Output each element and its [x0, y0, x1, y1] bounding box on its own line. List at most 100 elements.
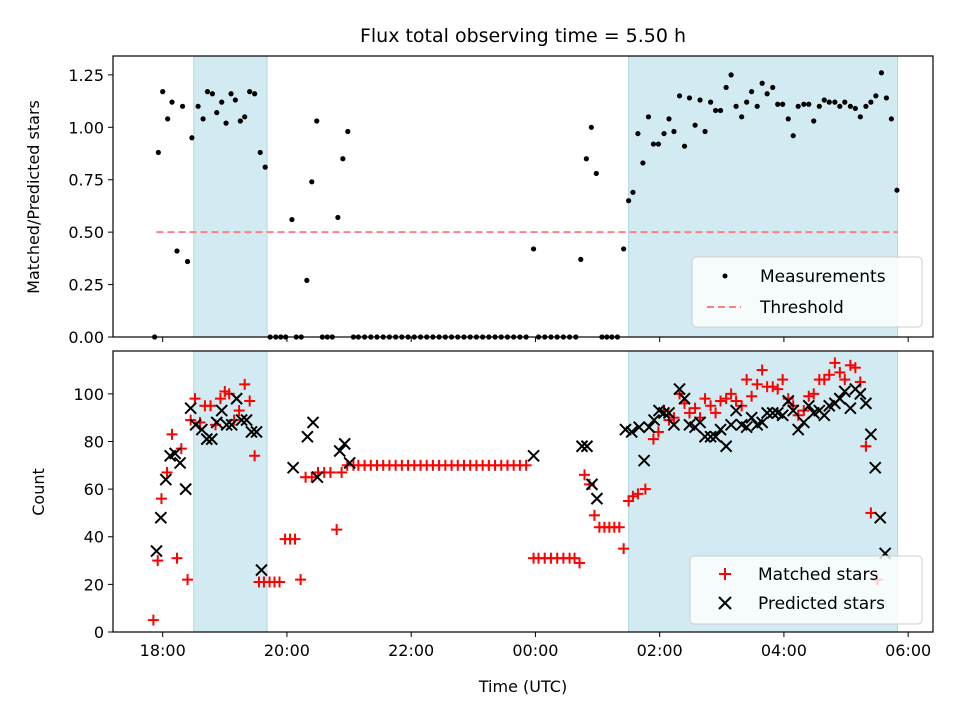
predicted-star-point	[642, 420, 656, 434]
matched-star-point	[273, 576, 285, 588]
predicted-star-point	[225, 418, 238, 432]
measurement-point	[252, 91, 258, 97]
bot-shaded-region-0	[193, 350, 268, 633]
measurement-point	[894, 187, 900, 193]
measurement-point	[655, 141, 662, 147]
measurement-point	[635, 130, 641, 137]
predicted-star-point	[745, 411, 758, 424]
x-tick-label: 22:00	[388, 641, 434, 660]
measurement-point	[204, 89, 211, 95]
top-y-tick-label: 0.25	[68, 276, 104, 295]
measurement-point	[645, 114, 652, 120]
measurement-point	[242, 114, 248, 120]
matched-star-point	[324, 466, 336, 478]
matched-star-point	[239, 378, 251, 390]
measurement-point	[806, 101, 812, 107]
matched-star-point	[336, 466, 348, 478]
matched-star-point	[860, 440, 872, 452]
predicted-star-point	[693, 416, 707, 429]
measurement-point	[795, 103, 801, 109]
predicted-star-point	[173, 456, 187, 470]
measurement-point	[832, 99, 838, 105]
measurement-point	[583, 156, 589, 162]
measurement-point	[184, 258, 191, 265]
measurement-point	[621, 246, 627, 252]
measurement-point	[195, 103, 201, 109]
measurement-point	[257, 149, 263, 156]
measurement-point	[878, 70, 885, 76]
matched-star-point	[155, 493, 167, 505]
matched-star-point	[767, 381, 779, 393]
top-shaded-region-0	[193, 55, 268, 338]
predicted-star-point	[575, 440, 589, 453]
measurement-point	[857, 114, 863, 120]
matched-star-point	[520, 459, 532, 471]
matched-star-point	[772, 383, 784, 395]
matched-star-point	[152, 555, 164, 567]
measurement-point	[744, 99, 750, 105]
measurement-point	[200, 116, 206, 122]
predicted-star-point	[220, 418, 233, 432]
measurement-point	[661, 130, 667, 137]
matched-star-point	[746, 390, 758, 402]
predicted-star-point	[724, 418, 738, 432]
matched-star-point	[715, 395, 727, 407]
predicted-star-point	[184, 401, 197, 415]
x-tick-label: 02:00	[637, 641, 683, 660]
measurement-point	[702, 128, 708, 135]
measurement-point	[155, 149, 161, 156]
measurement-point	[309, 179, 315, 185]
measurement-point	[289, 216, 295, 223]
matched-star-point	[194, 416, 206, 428]
predicted-star-point	[698, 430, 712, 443]
measurement-point	[676, 93, 683, 99]
predicted-star-point	[844, 401, 857, 415]
predicted-star-point	[195, 423, 209, 436]
measurement-point	[790, 133, 796, 139]
predicted-star-point	[714, 423, 727, 436]
measurement-point	[708, 99, 714, 105]
matched-star-point	[710, 407, 722, 419]
matched-star-point	[803, 390, 815, 402]
predicted-star-point	[338, 437, 351, 451]
measurement-point	[816, 103, 822, 109]
measurement-point	[801, 101, 807, 107]
matched-star-point	[741, 374, 753, 386]
matched-star-point	[823, 369, 835, 381]
predicted-star-point	[859, 397, 873, 410]
matched-star-point	[147, 614, 159, 626]
predicted-star-point	[301, 430, 314, 443]
matched-star-point	[289, 533, 301, 545]
measurement-point	[873, 93, 879, 99]
matched-star-point	[205, 400, 217, 412]
top-legend: Measurements Threshold	[691, 256, 923, 328]
measurement-point	[232, 97, 238, 103]
predicted-star-point	[766, 406, 779, 420]
matched-star-point	[189, 393, 201, 405]
predicted-star-point	[729, 404, 743, 417]
matched-star-point	[171, 552, 183, 564]
predicted-star-point	[791, 423, 805, 436]
matched-star-point	[182, 574, 194, 586]
measurement-point	[666, 116, 672, 122]
predicted-star-point	[776, 409, 789, 422]
predicted-star-point	[673, 382, 686, 396]
measurement-point	[868, 99, 874, 105]
matched-star-point	[834, 366, 846, 378]
matched-star-point	[214, 393, 226, 405]
top-y-label: Matched/Predicted stars	[24, 100, 43, 294]
measurement-point	[775, 101, 781, 107]
top-y-ticks: 0.00 0.25 0.50 0.75 1.00 1.25	[68, 66, 113, 347]
legend-predicted-marker	[718, 596, 732, 610]
bottom-legend: Matched stars Predicted stars	[689, 555, 923, 625]
matched-star-point	[579, 469, 590, 481]
measurement-point	[630, 189, 636, 195]
measurement-point	[697, 97, 703, 103]
measurement-point	[578, 256, 584, 263]
predicted-star-point	[230, 392, 243, 405]
predicted-star-point	[585, 478, 599, 491]
bot-y-tick-label: 100	[73, 385, 104, 404]
top-y-tick-label: 0.50	[68, 223, 104, 242]
measurement-point	[811, 118, 817, 124]
predicted-star-point	[210, 416, 223, 429]
